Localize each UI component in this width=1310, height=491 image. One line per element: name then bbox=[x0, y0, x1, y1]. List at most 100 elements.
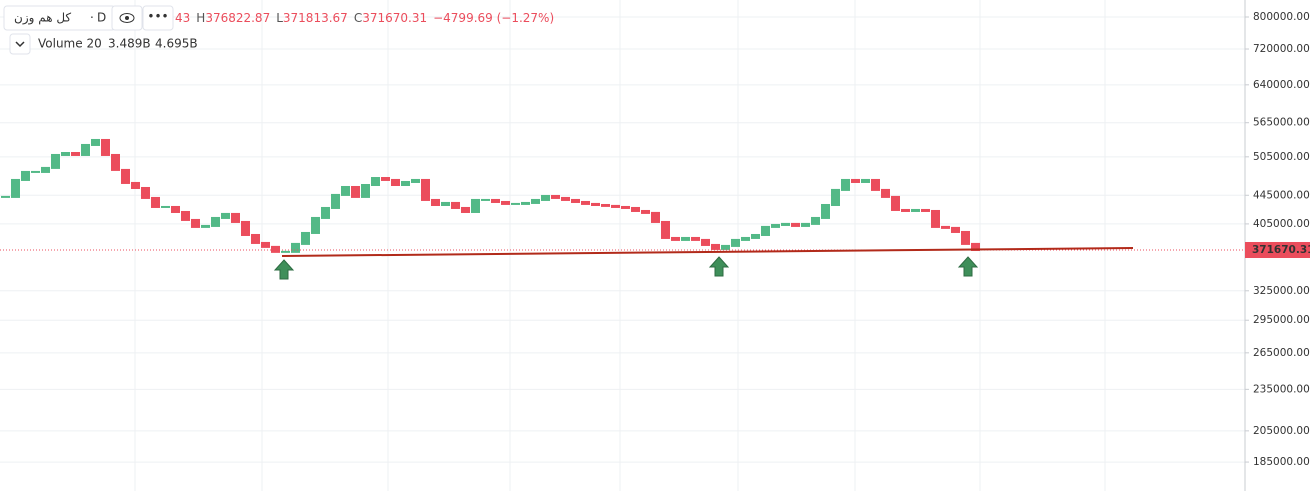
candle bbox=[311, 216, 320, 234]
candle bbox=[731, 238, 740, 247]
y-tick-label: 445000.00 bbox=[1253, 189, 1310, 201]
y-tick-label: 265000.00 bbox=[1253, 347, 1310, 359]
candle bbox=[831, 188, 840, 206]
candle bbox=[61, 152, 70, 156]
y-tick-label: 505000.00 bbox=[1253, 151, 1310, 163]
candle bbox=[541, 194, 550, 201]
more-icon: ••• bbox=[147, 10, 168, 24]
candle bbox=[221, 212, 230, 219]
chevron bbox=[15, 41, 25, 48]
candle bbox=[501, 200, 510, 205]
candle bbox=[681, 236, 690, 241]
candle bbox=[381, 177, 390, 181]
candle bbox=[861, 178, 870, 183]
y-tick-label: 295000.00 bbox=[1253, 314, 1310, 326]
volume-ma: 4.695B bbox=[155, 37, 198, 51]
candle bbox=[631, 206, 640, 212]
candle bbox=[701, 238, 710, 246]
candle bbox=[771, 223, 780, 228]
candle bbox=[91, 138, 100, 146]
y-tick-label: 800000.00 bbox=[1253, 11, 1310, 23]
candle bbox=[871, 178, 880, 191]
candle bbox=[351, 185, 360, 198]
candle bbox=[181, 210, 190, 221]
ohlc: 43 H376822.87 L371813.67 C371670.31 −4799.69… bbox=[175, 11, 554, 25]
change: −4799.69 (−1.27%) bbox=[433, 11, 554, 25]
candle bbox=[201, 224, 210, 228]
y-tick-label: 565000.00 bbox=[1253, 117, 1310, 129]
candle bbox=[71, 152, 80, 156]
candle bbox=[411, 178, 420, 183]
candle bbox=[211, 216, 220, 227]
candle bbox=[461, 206, 470, 213]
candle bbox=[291, 242, 300, 253]
eye-pupil bbox=[125, 16, 129, 20]
up-arrow bbox=[957, 256, 979, 277]
candle bbox=[131, 181, 140, 189]
arrows bbox=[273, 256, 979, 280]
candle bbox=[911, 208, 920, 212]
candle bbox=[671, 236, 680, 241]
candle bbox=[141, 186, 150, 199]
candle bbox=[821, 203, 830, 219]
y-tick-label: 405000.00 bbox=[1253, 218, 1310, 230]
candle bbox=[901, 208, 910, 212]
candle bbox=[751, 233, 760, 239]
dot: · bbox=[90, 11, 94, 25]
ohlc-value: 371670.31 bbox=[362, 11, 427, 25]
more-button[interactable] bbox=[142, 5, 174, 31]
candle bbox=[841, 178, 850, 191]
candle bbox=[621, 205, 630, 209]
candle bbox=[651, 211, 660, 223]
candle bbox=[281, 250, 290, 253]
candle bbox=[761, 225, 770, 236]
candle bbox=[241, 220, 250, 236]
candle bbox=[951, 226, 960, 233]
candle bbox=[41, 166, 50, 173]
candle bbox=[891, 195, 900, 211]
candle bbox=[811, 216, 820, 225]
candle bbox=[191, 218, 200, 228]
volume-value: 3.489B bbox=[108, 37, 151, 51]
candle bbox=[851, 178, 860, 183]
candle bbox=[711, 243, 720, 250]
legend: کل هم وزن · D ••• 43 H376822.87 L371813.67… bbox=[3, 5, 554, 55]
candle bbox=[121, 168, 130, 184]
trend-line bbox=[281, 247, 1134, 257]
candle bbox=[341, 185, 350, 196]
candle bbox=[21, 170, 30, 181]
candle bbox=[451, 201, 460, 209]
ohlc-key: C bbox=[354, 11, 362, 25]
candle bbox=[31, 170, 40, 173]
volume-label: Volume 20 bbox=[38, 37, 102, 51]
candle bbox=[101, 138, 110, 156]
candle bbox=[491, 198, 500, 203]
candle bbox=[691, 236, 700, 241]
candle bbox=[611, 204, 620, 208]
candle bbox=[51, 153, 60, 169]
up-arrow bbox=[273, 259, 295, 280]
candle bbox=[881, 188, 890, 198]
candle bbox=[531, 198, 540, 204]
y-tick-label: 640000.00 bbox=[1253, 79, 1310, 91]
candle bbox=[961, 230, 970, 245]
candle bbox=[571, 198, 580, 203]
candle bbox=[151, 196, 160, 208]
candle bbox=[581, 200, 590, 205]
candle bbox=[511, 202, 520, 205]
collapse-button[interactable] bbox=[9, 33, 31, 55]
candle bbox=[931, 209, 940, 228]
candle bbox=[361, 184, 370, 198]
y-tick-label: 205000.00 bbox=[1253, 425, 1310, 437]
candle bbox=[521, 201, 530, 205]
horizontal-grid bbox=[0, 16, 1245, 463]
last-price-tag bbox=[1245, 242, 1310, 259]
candle bbox=[111, 153, 120, 171]
candle bbox=[251, 233, 260, 244]
candle bbox=[801, 222, 810, 227]
candle bbox=[601, 203, 610, 207]
candle bbox=[441, 201, 450, 206]
candle bbox=[421, 178, 430, 201]
y-tick-label: 185000.00 bbox=[1253, 456, 1310, 468]
